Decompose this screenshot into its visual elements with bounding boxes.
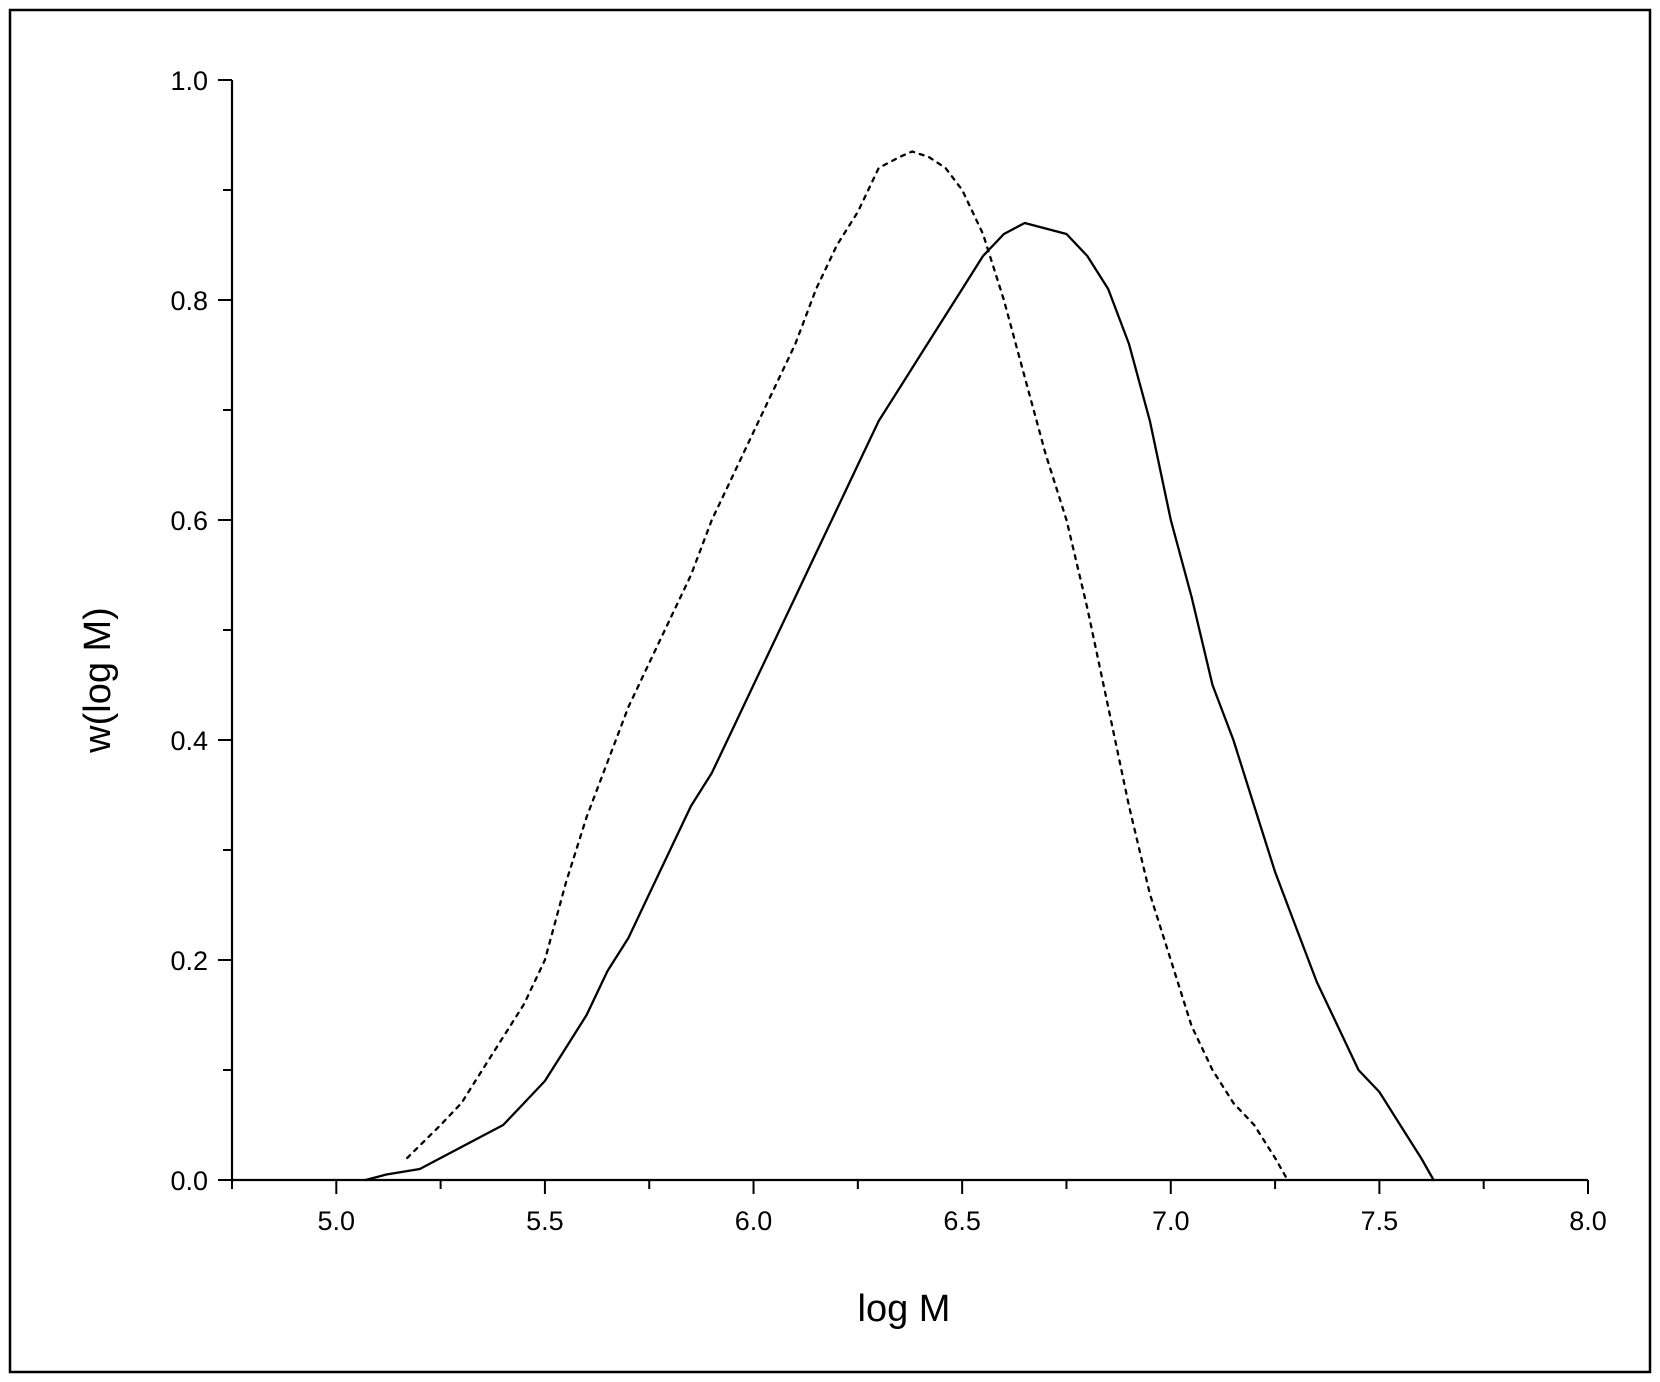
x-tick-label: 6.5 <box>943 1206 981 1236</box>
x-tick-label: 7.5 <box>1361 1206 1399 1236</box>
x-tick-label: 7.0 <box>1152 1206 1190 1236</box>
x-tick-label: 6.0 <box>735 1206 773 1236</box>
series-layer <box>364 150 1435 1182</box>
solid-series-line <box>364 221 1435 1182</box>
y-tick-label: 1.0 <box>170 66 208 96</box>
figure-border <box>8 8 1652 1374</box>
x-axis-title: log M <box>858 1288 951 1330</box>
y-tick-label: 0.2 <box>170 946 208 976</box>
y-tick-label: 0.6 <box>170 506 208 536</box>
dotted-series-line <box>406 150 1289 1182</box>
axes-layer <box>230 80 1588 1182</box>
y-tick-label: 0.0 <box>170 1166 208 1196</box>
x-tick-label: 5.5 <box>526 1206 564 1236</box>
x-tick-label: 8.0 <box>1569 1206 1607 1236</box>
x-tick-label: 5.0 <box>318 1206 356 1236</box>
y-tick-label: 0.4 <box>170 726 208 756</box>
y-tick-label: 0.8 <box>170 286 208 316</box>
tick-layer: 5.0 5.5 6.0 6.5 7.0 7.5 8.0 0.0 0.2 0.4 0.6 0.8 1.0 <box>170 66 1606 1236</box>
y-axis-title: w(log M) <box>77 607 119 754</box>
